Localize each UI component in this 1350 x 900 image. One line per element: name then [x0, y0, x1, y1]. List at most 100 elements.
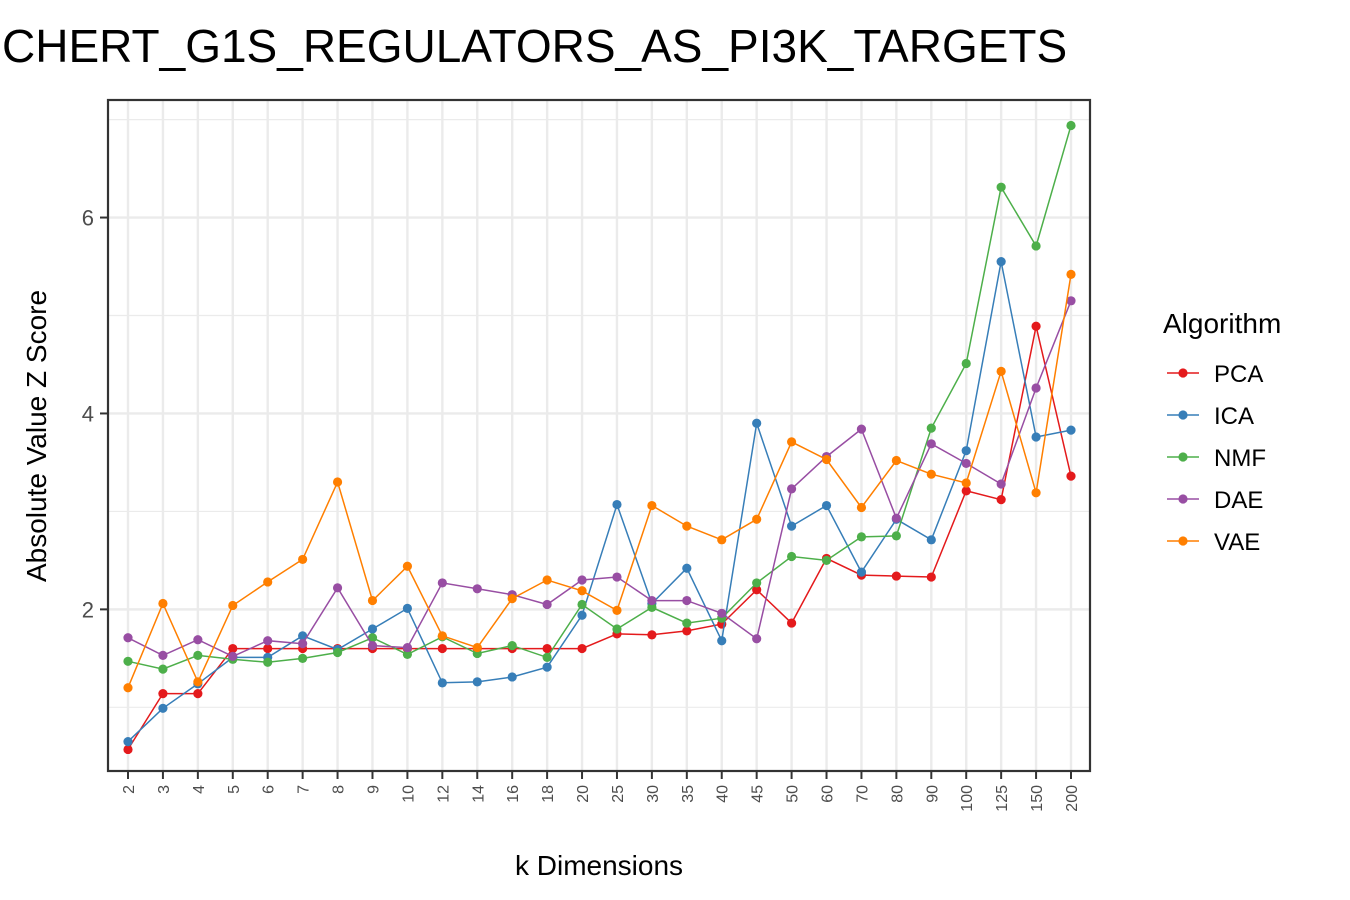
data-point-ica: [682, 563, 692, 573]
data-point-ica: [856, 567, 867, 577]
data-point-nmf: [507, 641, 517, 651]
data-point-dae: [682, 595, 692, 606]
x-tick-label: 125: [994, 785, 1011, 812]
data-point-vae: [472, 642, 482, 653]
data-point-ica: [821, 500, 832, 511]
data-point-vae: [542, 575, 552, 585]
x-tick-label: 2: [121, 785, 138, 794]
data-point-vae: [926, 469, 936, 479]
data-point-dae: [717, 608, 727, 618]
x-tick-label: 16: [505, 785, 522, 803]
data-point-pca: [158, 689, 168, 699]
data-point-dae: [891, 513, 901, 523]
series-layer: [123, 120, 1076, 755]
data-point-pca: [263, 643, 273, 654]
data-point-vae: [647, 500, 657, 511]
data-point-ica: [786, 521, 797, 531]
data-point-ica: [996, 257, 1006, 267]
data-point-nmf: [1031, 241, 1041, 251]
data-point-vae: [717, 535, 727, 545]
data-point-nmf: [402, 649, 413, 660]
data-point-ica: [926, 535, 936, 545]
data-point-nmf: [891, 531, 901, 541]
data-point-ica: [298, 631, 308, 641]
data-point-ica: [577, 610, 587, 620]
chart-title: CHERT_G1S_REGULATORS_AS_PI3K_TARGETS: [2, 20, 1067, 72]
data-point-nmf: [612, 624, 622, 634]
x-tick-label: 3: [156, 785, 173, 794]
data-point-dae: [402, 642, 413, 653]
x-tick-label: 35: [680, 785, 697, 803]
plot-background: [108, 100, 1090, 771]
data-point-pca: [891, 571, 901, 581]
legend-label-nmf: NMF: [1214, 445, 1266, 472]
data-point-ica: [961, 446, 971, 456]
x-tick-label: 40: [715, 785, 732, 803]
legend-label-vae: VAE: [1214, 529, 1260, 556]
data-point-dae: [1031, 383, 1041, 393]
data-point-pca: [193, 689, 203, 699]
x-tick-label: 4: [191, 785, 208, 794]
data-point-pca: [926, 572, 936, 582]
data-point-dae: [298, 639, 308, 649]
x-tick-label: 50: [785, 785, 802, 803]
panel-border: [106, 98, 1092, 773]
data-point-vae: [228, 600, 238, 611]
data-point-ica: [437, 678, 447, 688]
data-point-vae: [123, 683, 133, 693]
data-point-nmf: [961, 358, 971, 369]
x-tick-label: 100: [959, 785, 976, 812]
data-point-vae: [263, 577, 273, 587]
data-point-ica: [1066, 425, 1076, 435]
data-point-nmf: [263, 657, 273, 667]
data-point-nmf: [367, 633, 378, 643]
data-point-vae: [821, 454, 832, 465]
x-tick-label: 18: [540, 785, 557, 803]
data-point-nmf: [577, 599, 587, 610]
data-point-pca: [647, 630, 657, 640]
data-point-dae: [752, 634, 762, 644]
data-point-dae: [996, 479, 1006, 489]
legend-key-point-pca: [1178, 368, 1188, 378]
data-point-nmf: [298, 653, 308, 663]
x-tick-label: 25: [610, 785, 627, 803]
data-point-nmf: [821, 555, 832, 565]
x-tick-label: 30: [645, 785, 662, 803]
data-point-pca: [437, 643, 447, 654]
data-point-dae: [367, 641, 378, 651]
data-point-dae: [123, 633, 133, 643]
data-point-vae: [682, 521, 692, 531]
legend-label-pca: PCA: [1214, 361, 1263, 388]
data-point-vae: [193, 677, 203, 687]
series-line-dae: [127, 300, 1072, 658]
data-point-nmf: [332, 647, 343, 658]
data-point-vae: [158, 598, 168, 609]
data-point-dae: [856, 424, 867, 434]
data-point-pca: [123, 744, 133, 755]
data-point-vae: [1066, 269, 1076, 279]
data-point-pca: [577, 643, 587, 654]
data-point-nmf: [193, 650, 203, 661]
x-tick-label: 80: [889, 785, 906, 803]
series-line-vae: [127, 274, 1072, 688]
x-tick-label: 8: [331, 785, 348, 794]
y-tick-label: 2: [82, 597, 94, 622]
x-tick-label: 200: [1064, 785, 1081, 812]
data-point-nmf: [996, 182, 1006, 192]
data-point-nmf: [786, 551, 797, 562]
x-tick-label: 12: [435, 785, 452, 803]
data-point-vae: [856, 502, 867, 513]
y-tick-label: 6: [82, 206, 94, 231]
x-tick-label: 9: [365, 785, 382, 794]
data-point-vae: [612, 605, 622, 615]
y-axis-title: Absolute Value Z Score: [21, 290, 52, 582]
x-tick-label: 14: [470, 785, 487, 803]
x-tick-label: 150: [1029, 785, 1046, 812]
data-point-ica: [367, 624, 378, 634]
data-point-vae: [961, 478, 971, 488]
data-point-ica: [507, 672, 517, 682]
data-point-dae: [472, 584, 482, 594]
data-point-nmf: [542, 652, 552, 662]
